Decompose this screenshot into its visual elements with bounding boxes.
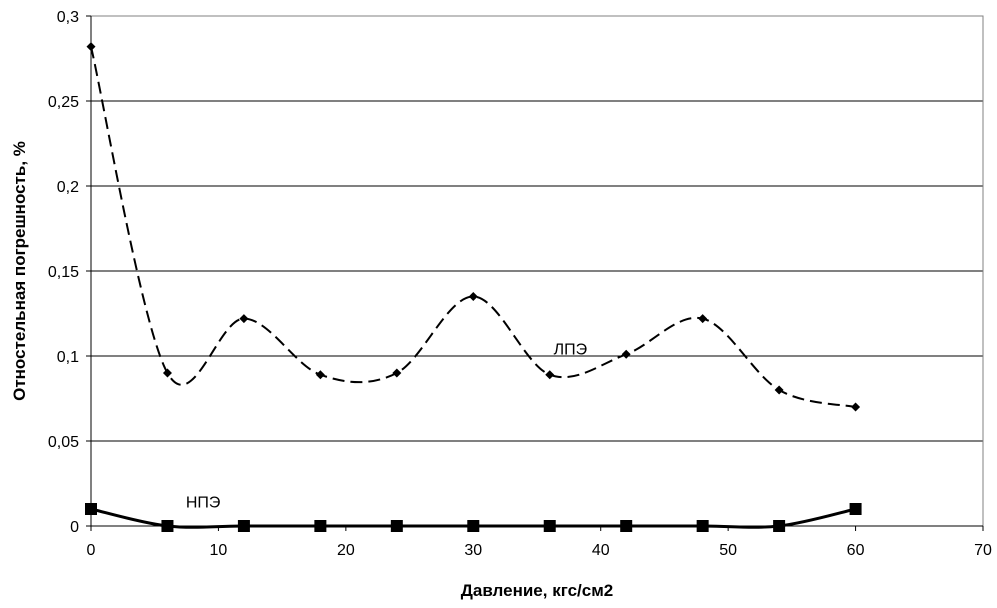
data-point-lpe — [545, 370, 555, 380]
data-point-lpe — [392, 368, 402, 378]
x-tick-label: 40 — [592, 542, 610, 559]
data-point-lpe — [468, 292, 478, 301]
data-point-lpe — [315, 370, 325, 380]
data-point-npe — [620, 520, 633, 532]
axis-layer: 0 0,05 0,1 0,15 0,2 0,25 0,3 0 10 20 30 40 50 60 70 — [48, 9, 992, 559]
series-label-lpe: ЛПЭ — [554, 341, 588, 358]
series-label-npe: НПЭ — [186, 494, 221, 511]
y-tick-label: 0,05 — [48, 434, 79, 451]
y-tick-label: 0,3 — [57, 9, 79, 26]
series-layer — [85, 42, 862, 532]
x-tick-label: 60 — [847, 542, 865, 559]
data-point-npe — [314, 520, 327, 532]
data-point-lpe — [86, 42, 96, 52]
x-tick-label: 30 — [464, 542, 482, 559]
y-tick-label: 0,2 — [57, 179, 79, 196]
y-tick-label: 0,1 — [57, 349, 79, 366]
y-tick-label: 0 — [70, 519, 79, 536]
data-point-lpe — [774, 385, 784, 395]
data-point-lpe — [621, 349, 631, 359]
data-point-npe — [161, 520, 174, 532]
data-point-lpe — [851, 402, 861, 412]
grid-layer — [91, 100, 983, 442]
x-tick-label: 50 — [719, 542, 737, 559]
x-axis-title: Давление, кгс/см2 — [461, 581, 613, 600]
data-point-lpe — [239, 314, 249, 324]
data-point-lpe — [162, 368, 172, 378]
x-tick-label: 10 — [210, 542, 228, 559]
x-tick-label: 0 — [87, 542, 96, 559]
y-axis-title: Отностельная погрешность, % — [10, 141, 29, 401]
data-point-npe — [849, 503, 862, 515]
data-point-npe — [390, 520, 403, 532]
data-point-npe — [85, 503, 97, 515]
data-point-npe — [696, 520, 709, 532]
data-point-lpe — [698, 314, 708, 324]
data-point-npe — [543, 520, 556, 532]
y-tick-label: 0,15 — [48, 264, 79, 281]
data-point-npe — [237, 520, 250, 532]
x-tick-label: 70 — [974, 542, 992, 559]
y-tick-label: 0,25 — [48, 94, 79, 111]
data-point-npe — [467, 520, 480, 532]
x-tick-label: 20 — [337, 542, 355, 559]
data-point-npe — [773, 520, 786, 532]
